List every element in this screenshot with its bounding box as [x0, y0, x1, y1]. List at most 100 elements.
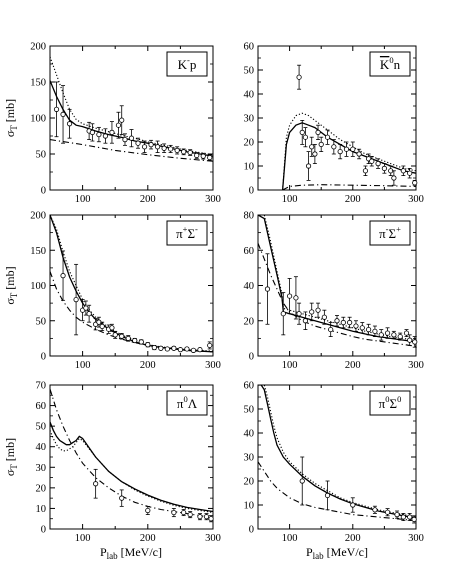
y-tick-label: 60 [36, 401, 47, 412]
x-tick-label: 200 [140, 533, 156, 544]
y-tick-label: 80 [244, 211, 255, 222]
y-tick-label: 20 [244, 477, 255, 488]
data-point [264, 286, 271, 292]
x-tick-label: 100 [75, 533, 91, 544]
series-dashdot-line [50, 388, 213, 519]
data-point [381, 165, 387, 171]
y-tick-label: 200 [30, 211, 46, 222]
legend-sup: - [386, 224, 389, 234]
legend-box [166, 220, 208, 246]
data-point [286, 293, 293, 299]
y-tick-label: 50 [36, 150, 47, 161]
y-tick-label: 0 [249, 352, 254, 363]
y-tick-label: 50 [36, 316, 47, 327]
x-tick-label: 300 [205, 194, 221, 205]
data-point [200, 153, 206, 159]
legend-sup: 0 [385, 394, 389, 404]
y-tick-label: 10 [36, 504, 47, 515]
panel-4: 0 20 40 60 80 100 200 300 π-Σ+ [244, 211, 424, 372]
data-point [154, 144, 161, 150]
legend-base: π [176, 226, 183, 241]
data-point [208, 516, 214, 522]
y-tick-label: 20 [244, 138, 255, 149]
series-dashdot-line [258, 461, 416, 522]
data-point [305, 163, 312, 169]
legend-box [369, 390, 411, 416]
data-point [312, 151, 318, 157]
data-point [83, 305, 89, 311]
series-dotted-line [282, 112, 416, 190]
y-tick-label: 70 [36, 381, 47, 392]
data-point [359, 325, 365, 331]
x-tick-label: 200 [140, 360, 156, 371]
y-tick-label: 100 [30, 281, 46, 292]
y-tick-label: 0 [41, 352, 46, 363]
x-tick-label: 100 [75, 194, 91, 205]
data-point [128, 135, 135, 141]
legend-box [166, 390, 208, 416]
data-point [372, 328, 378, 334]
curves [50, 56, 213, 162]
data-point [203, 514, 210, 520]
data-point [365, 326, 372, 333]
data-point [375, 161, 381, 167]
y-tick-label: 30 [244, 114, 255, 125]
data-point [119, 333, 125, 339]
data-point [187, 149, 193, 156]
data-point [181, 149, 187, 155]
legend-label: π0Σ0 [379, 394, 402, 411]
data-point [99, 323, 105, 329]
data-point [391, 332, 397, 338]
data-point [299, 478, 305, 484]
y-tick-label: 40 [244, 281, 255, 292]
y-tick-label: 40 [36, 442, 47, 453]
panel-1: 0 50 100 150 200 100 200 300 K-p [30, 42, 221, 206]
y-tick-label: 40 [244, 429, 255, 440]
data-point [168, 146, 174, 152]
data-point [96, 131, 102, 138]
legend-label: π-Σ+ [379, 224, 401, 241]
data-point [350, 502, 356, 508]
x-tick-label: 200 [345, 533, 361, 544]
legend-sup: 0 [389, 55, 393, 65]
data-point [119, 495, 125, 501]
x-tick-label: 100 [75, 360, 91, 371]
legend-base: π [379, 226, 386, 241]
x-tick-label: 300 [408, 360, 424, 371]
data-point [343, 146, 350, 152]
data-point [315, 129, 321, 135]
x-tick-label: 300 [205, 360, 221, 371]
y-tick-label: 10 [244, 162, 255, 173]
data-point [407, 514, 413, 520]
x-tick-label: 200 [345, 194, 361, 205]
data-point [315, 307, 321, 313]
data-point [280, 311, 286, 317]
legend-box [369, 51, 411, 77]
data-point [394, 511, 400, 518]
y-tick-label: 40 [244, 90, 255, 101]
data-point [89, 129, 95, 135]
data-point [391, 175, 397, 181]
y-tick-label: 200 [30, 42, 46, 53]
y-tick-label: 0 [41, 186, 46, 197]
data-point [109, 129, 115, 135]
data-point [412, 339, 418, 345]
legend-rest: Σ [389, 226, 397, 241]
y-tick-label: 150 [30, 78, 46, 89]
y-tick-label: 20 [36, 483, 47, 494]
y-tick-label: 60 [244, 246, 255, 257]
data-point [296, 74, 302, 80]
x-tick-label: 300 [408, 194, 424, 205]
data-point [353, 323, 359, 329]
y-tick-label: 20 [244, 316, 255, 327]
x-axis-label-right: Plab [MeV/c] [306, 545, 368, 561]
data-point [347, 319, 353, 326]
data-point [334, 318, 340, 324]
x-tick-label: 300 [408, 533, 424, 544]
legend-label: K-p [178, 55, 197, 72]
legend-box [369, 220, 411, 246]
x-tick-label: 100 [282, 533, 298, 544]
legend-rest: Λ [188, 396, 198, 411]
